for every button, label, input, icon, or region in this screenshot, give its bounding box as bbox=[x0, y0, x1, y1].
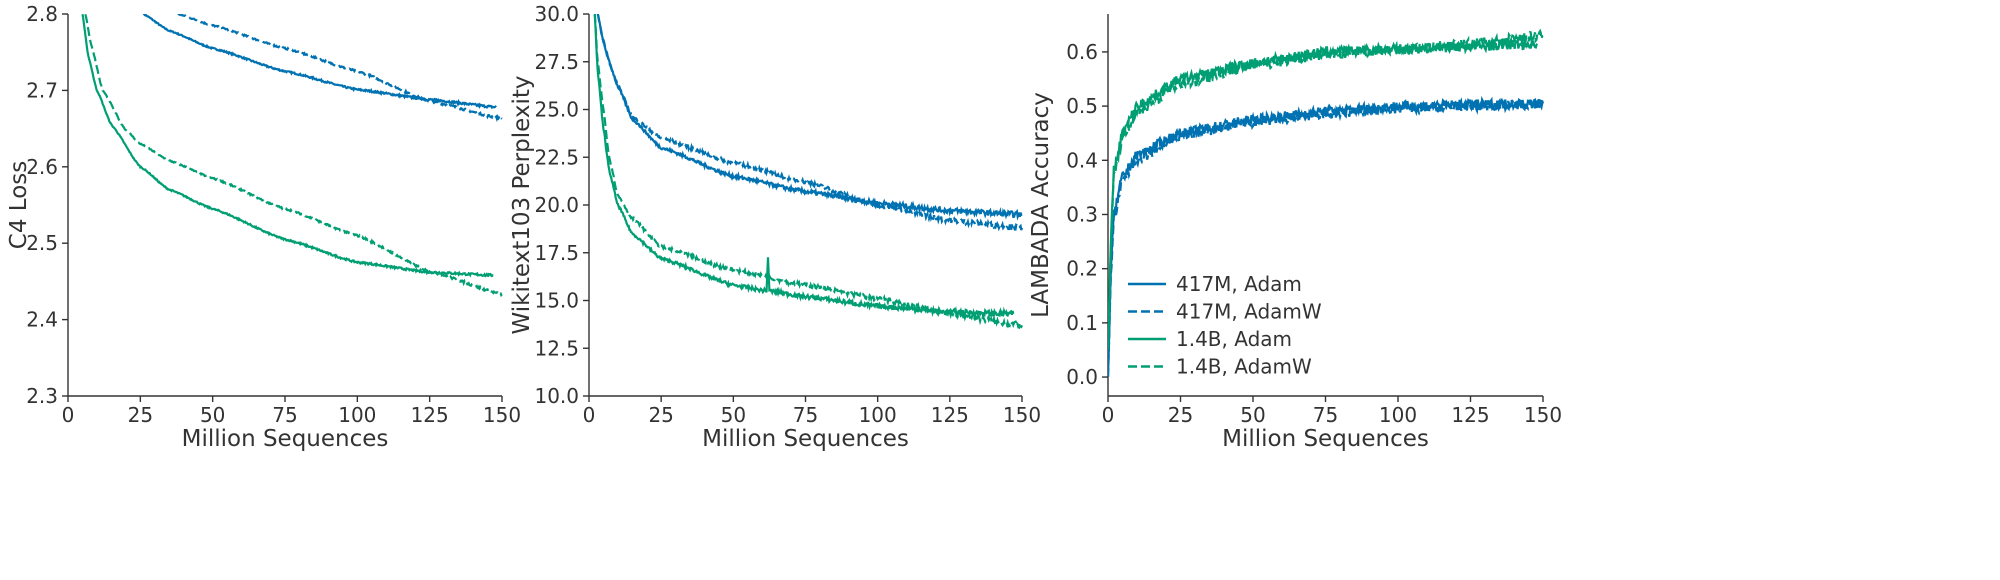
y-axis-label: C4 Loss bbox=[6, 161, 32, 249]
x-tick-label: 125 bbox=[931, 403, 969, 427]
y-tick-label: 2.8 bbox=[26, 2, 58, 26]
y-tick-label: 0.4 bbox=[1066, 148, 1098, 172]
x-axis-label: Million Sequences bbox=[1222, 426, 1429, 452]
x-tick-label: 125 bbox=[411, 403, 449, 427]
x-tick-label: 0 bbox=[62, 403, 75, 427]
x-tick-label: 25 bbox=[1168, 403, 1193, 427]
series-line-4 bbox=[593, 14, 1024, 330]
y-tick-label: 0.2 bbox=[1066, 257, 1098, 281]
y-tick-label: 10.0 bbox=[534, 384, 579, 408]
y-tick-label: 2.3 bbox=[26, 384, 58, 408]
legend-label: 1.4B, AdamW bbox=[1176, 355, 1312, 379]
x-tick-label: 25 bbox=[128, 403, 153, 427]
y-tick-label: 22.5 bbox=[534, 145, 579, 169]
series-line-3 bbox=[593, 14, 1015, 319]
x-tick-label: 0 bbox=[583, 403, 596, 427]
x-tick-label: 125 bbox=[1451, 403, 1489, 427]
x-tick-label: 25 bbox=[648, 403, 673, 427]
subplot-2: 0 25 50 75 100 125 150 10.0 12.5 15.0 17.5 20.0 22.5… bbox=[509, 2, 1041, 452]
legend: 417M, Adam 417M, AdamW 1.4B, Adam 1.4B, Ada… bbox=[1128, 272, 1322, 379]
y-tick-label: 0.5 bbox=[1066, 94, 1098, 118]
y-tick-label: 2.6 bbox=[26, 155, 58, 179]
x-tick-label: 150 bbox=[483, 403, 521, 427]
series-line-3 bbox=[81, 14, 494, 278]
legend-label: 417M, Adam bbox=[1176, 272, 1302, 296]
legend-label: 417M, AdamW bbox=[1176, 300, 1322, 324]
y-tick-label: 0.3 bbox=[1066, 202, 1098, 226]
y-tick-label: 20.0 bbox=[534, 193, 579, 217]
x-tick-label: 50 bbox=[1240, 403, 1265, 427]
series-line-3 bbox=[1108, 37, 1539, 350]
x-tick-label: 0 bbox=[1102, 403, 1115, 427]
x-tick-label: 150 bbox=[1003, 403, 1041, 427]
series-line-2 bbox=[177, 14, 503, 122]
y-tick-label: 12.5 bbox=[534, 336, 579, 360]
y-tick-label: 0.1 bbox=[1066, 311, 1098, 335]
subplot-3: 0 25 50 75 100 125 150 0.0 0.1 0.2 0.3 0.4 0.5 0.6 Mil… bbox=[1028, 14, 1562, 452]
y-tick-label: 0.0 bbox=[1066, 365, 1098, 389]
series-line-4 bbox=[1108, 28, 1544, 350]
subplot-1: 0 25 50 75 100 125 150 2.3 2.4 2.5 2.6 2.7 2.8 Millio… bbox=[6, 2, 521, 452]
x-tick-label: 75 bbox=[1313, 403, 1338, 427]
y-tick-label: 0.6 bbox=[1066, 40, 1098, 64]
y-tick-label: 27.5 bbox=[534, 50, 579, 74]
x-tick-label: 100 bbox=[338, 403, 376, 427]
x-tick-label: 75 bbox=[272, 403, 297, 427]
x-axis-label: Million Sequences bbox=[182, 426, 389, 452]
x-tick-label: 150 bbox=[1524, 403, 1562, 427]
series-line-2 bbox=[1108, 96, 1545, 378]
y-tick-label: 2.4 bbox=[26, 308, 58, 332]
series-line-2 bbox=[596, 14, 1024, 232]
y-axis-label: Wikitext103 Perplexity bbox=[509, 76, 535, 335]
x-tick-label: 50 bbox=[721, 403, 746, 427]
series-line-1 bbox=[596, 14, 1023, 221]
y-axis-label: LAMBADA Accuracy bbox=[1028, 92, 1054, 318]
y-tick-label: 17.5 bbox=[534, 241, 579, 265]
x-tick-label: 100 bbox=[1379, 403, 1417, 427]
y-tick-label: 30.0 bbox=[534, 2, 579, 26]
x-axis-label: Million Sequences bbox=[702, 426, 909, 452]
x-tick-label: 100 bbox=[859, 403, 897, 427]
series-line-1 bbox=[142, 14, 497, 110]
y-tick-label: 2.7 bbox=[26, 78, 58, 102]
x-tick-label: 75 bbox=[793, 403, 818, 427]
x-tick-label: 50 bbox=[200, 403, 225, 427]
y-tick-label: 25.0 bbox=[534, 98, 579, 122]
y-tick-label: 15.0 bbox=[534, 289, 579, 313]
series-line-4 bbox=[84, 14, 503, 298]
y-tick-label: 2.5 bbox=[26, 231, 58, 255]
legend-label: 1.4B, Adam bbox=[1176, 327, 1292, 351]
